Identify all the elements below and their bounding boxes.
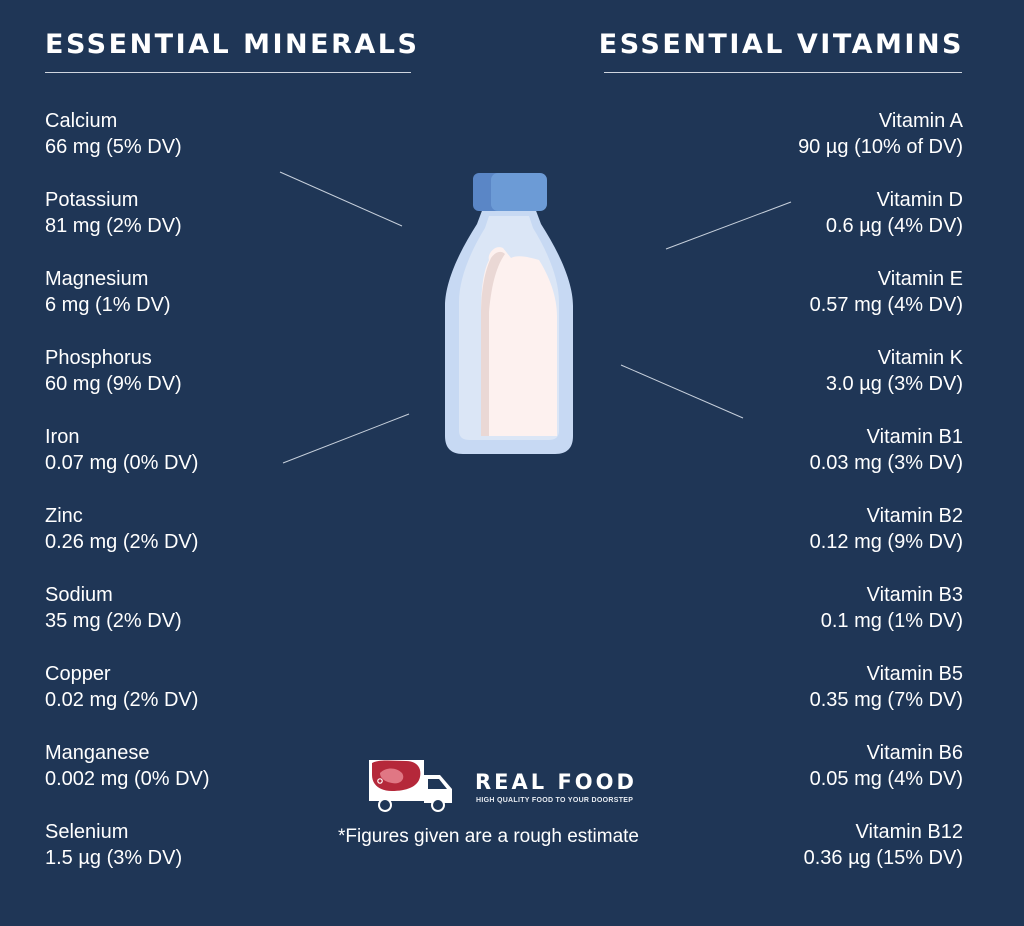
connector-line: [279, 171, 403, 227]
vitamin-amount: 0.05 mg (4% DV): [809, 768, 963, 790]
vitamin-name: Vitamin B6: [866, 742, 963, 764]
milk-bottle-icon: [445, 173, 573, 454]
connector-line: [282, 413, 410, 464]
mineral-item: Potassium 81 mg (2% DV): [45, 187, 385, 266]
vitamin-name: Vitamin B1: [866, 426, 963, 448]
vitamin-name: Vitamin D: [876, 189, 963, 211]
mineral-name: Manganese: [45, 742, 150, 764]
brand-tagline: HIGH QUALITY FOOD TO YOUR DOORSTEP: [476, 797, 634, 804]
mineral-amount: 6 mg (1% DV): [45, 294, 171, 316]
connector-line: [665, 201, 792, 250]
mineral-item: Calcium 66 mg (5% DV): [45, 108, 385, 187]
vitamins-heading: ESSENTIAL VITAMINS: [598, 29, 964, 60]
mineral-item: Copper 0.02 mg (2% DV): [45, 661, 385, 740]
minerals-list: Calcium 66 mg (5% DV) Potassium 81 mg (2% …: [45, 108, 385, 898]
minerals-heading-rule: [45, 72, 411, 73]
mineral-name: Copper: [45, 663, 111, 685]
connector-line: [620, 364, 744, 419]
mineral-amount: 60 mg (9% DV): [45, 373, 182, 395]
vitamin-name: Vitamin B2: [866, 505, 963, 527]
vitamin-item: Vitamin B1 0.03 mg (3% DV): [623, 424, 963, 503]
vitamin-item: Vitamin E 0.57 mg (4% DV): [623, 266, 963, 345]
vitamin-item: Vitamin K 3.0 µg (3% DV): [623, 345, 963, 424]
vitamin-amount: 3.0 µg (3% DV): [825, 373, 963, 395]
vitamin-amount: 0.36 µg (15% DV): [803, 847, 963, 869]
vitamin-amount: 0.1 mg (1% DV): [820, 610, 963, 632]
vitamin-amount: 0.35 mg (7% DV): [809, 689, 963, 711]
vitamin-name: Vitamin B5: [866, 663, 963, 685]
mineral-item: Magnesium 6 mg (1% DV): [45, 266, 385, 345]
mineral-name: Calcium: [45, 110, 118, 132]
footnote: *Figures given are a rough estimate: [338, 826, 639, 847]
vitamin-amount: 0.12 mg (9% DV): [809, 531, 963, 553]
mineral-amount: 0.02 mg (2% DV): [45, 689, 199, 711]
vitamin-name: Vitamin A: [878, 110, 963, 132]
vitamin-name: Vitamin B3: [866, 584, 963, 606]
mineral-amount: 0.26 mg (2% DV): [45, 531, 199, 553]
vitamin-amount: 90 µg (10% of DV): [798, 136, 963, 158]
mineral-name: Sodium: [45, 584, 113, 606]
vitamins-list: Vitamin A 90 µg (10% of DV) Vitamin D 0.6 …: [623, 108, 963, 898]
mineral-item: Sodium 35 mg (2% DV): [45, 582, 385, 661]
mineral-amount: 35 mg (2% DV): [45, 610, 182, 632]
vitamin-item: Vitamin A 90 µg (10% of DV): [623, 108, 963, 187]
vitamin-item: Vitamin B3 0.1 mg (1% DV): [623, 582, 963, 661]
mineral-item: Selenium 1.5 µg (3% DV): [45, 819, 385, 898]
mineral-name: Potassium: [45, 189, 139, 211]
mineral-name: Phosphorus: [45, 347, 152, 369]
vitamin-name: Vitamin E: [877, 268, 963, 290]
mineral-name: Selenium: [45, 821, 129, 843]
mineral-item: Zinc 0.26 mg (2% DV): [45, 503, 385, 582]
vitamins-heading-rule: [604, 72, 962, 73]
mineral-item: Manganese 0.002 mg (0% DV): [45, 740, 385, 819]
mineral-amount: 0.07 mg (0% DV): [45, 452, 199, 474]
vitamin-item: Vitamin D 0.6 µg (4% DV): [623, 187, 963, 266]
minerals-heading: ESSENTIAL MINERALS: [45, 29, 420, 60]
mineral-name: Iron: [45, 426, 80, 448]
vitamin-amount: 0.6 µg (4% DV): [825, 215, 963, 237]
mineral-name: Zinc: [45, 505, 83, 527]
mineral-item: Iron 0.07 mg (0% DV): [45, 424, 385, 503]
vitamin-name: Vitamin K: [877, 347, 963, 369]
vitamin-item: Vitamin B6 0.05 mg (4% DV): [623, 740, 963, 819]
mineral-name: Magnesium: [45, 268, 149, 290]
mineral-amount: 0.002 mg (0% DV): [45, 768, 210, 790]
vitamin-amount: 0.03 mg (3% DV): [809, 452, 963, 474]
vitamin-item: Vitamin B5 0.35 mg (7% DV): [623, 661, 963, 740]
brand-name: REAL FOOD: [475, 770, 637, 794]
mineral-item: Phosphorus 60 mg (9% DV): [45, 345, 385, 424]
mineral-amount: 66 mg (5% DV): [45, 136, 182, 158]
vitamin-item: Vitamin B2 0.12 mg (9% DV): [623, 503, 963, 582]
vitamin-item: Vitamin B12 0.36 µg (15% DV): [623, 819, 963, 898]
vitamin-amount: 0.57 mg (4% DV): [809, 294, 963, 316]
mineral-amount: 81 mg (2% DV): [45, 215, 182, 237]
delivery-truck-icon: [369, 760, 452, 812]
mineral-amount: 1.5 µg (3% DV): [45, 847, 183, 869]
vitamin-name: Vitamin B12: [855, 821, 963, 843]
